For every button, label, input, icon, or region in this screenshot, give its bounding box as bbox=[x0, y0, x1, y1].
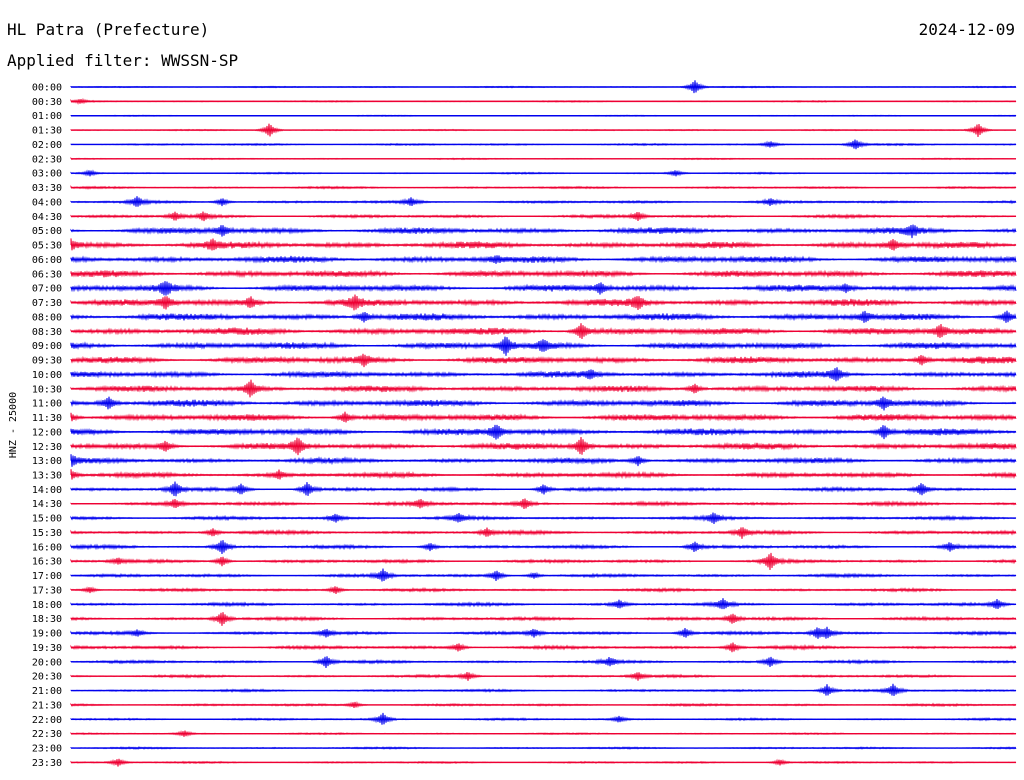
row-time-label: 21:30 bbox=[32, 700, 62, 711]
row-time-label: 22:30 bbox=[32, 729, 62, 740]
row-time-label: 16:30 bbox=[32, 557, 62, 568]
trace-layer bbox=[70, 80, 1017, 767]
row-time-label: 14:00 bbox=[32, 485, 62, 496]
row-time-label: 20:30 bbox=[32, 672, 62, 683]
row-time-label: 19:30 bbox=[32, 643, 62, 654]
filter-label: Applied filter: WWSSN-SP bbox=[7, 51, 239, 70]
row-time-label: 14:30 bbox=[32, 499, 62, 510]
row-time-label: 05:00 bbox=[32, 226, 62, 237]
row-time-label: 06:00 bbox=[32, 255, 62, 266]
row-time-label: 04:30 bbox=[32, 212, 62, 223]
row-time-label: 01:30 bbox=[32, 126, 62, 137]
row-time-label: 16:00 bbox=[32, 542, 62, 553]
row-time-label: 15:00 bbox=[32, 514, 62, 525]
row-time-label: 23:00 bbox=[32, 744, 62, 755]
row-time-label: 23:30 bbox=[32, 758, 62, 769]
row-time-label: 03:00 bbox=[32, 169, 62, 180]
row-time-label: 09:00 bbox=[32, 341, 62, 352]
row-time-label: 08:00 bbox=[32, 312, 62, 323]
row-time-label: 11:30 bbox=[32, 413, 62, 424]
row-time-label: 00:30 bbox=[32, 97, 62, 108]
row-time-label: 18:30 bbox=[32, 614, 62, 625]
row-time-label: 13:00 bbox=[32, 456, 62, 467]
row-time-label: 22:00 bbox=[32, 715, 62, 726]
row-time-label: 13:30 bbox=[32, 470, 62, 481]
row-time-label: 15:30 bbox=[32, 528, 62, 539]
row-time-label: 17:00 bbox=[32, 571, 62, 582]
row-time-label: 12:30 bbox=[32, 442, 62, 453]
date-label: 2024-12-09 bbox=[918, 20, 1015, 39]
row-time-label: 00:00 bbox=[32, 83, 62, 94]
row-time-label: 01:00 bbox=[32, 111, 62, 122]
row-time-label: 06:30 bbox=[32, 269, 62, 280]
row-time-label: 07:00 bbox=[32, 284, 62, 295]
channel-axis-label: HNZ - 25000 bbox=[8, 392, 19, 458]
row-time-label: 10:30 bbox=[32, 384, 62, 395]
row-time-label: 11:00 bbox=[32, 399, 62, 410]
row-time-label: 21:00 bbox=[32, 686, 62, 697]
row-time-label: 12:00 bbox=[32, 427, 62, 438]
row-time-label: 04:00 bbox=[32, 197, 62, 208]
row-time-label: 02:00 bbox=[32, 140, 62, 151]
station-title: HL Patra (Prefecture) bbox=[7, 20, 210, 39]
row-time-label: 17:30 bbox=[32, 585, 62, 596]
row-time-label: 07:30 bbox=[32, 298, 62, 309]
row-time-label: 20:00 bbox=[32, 657, 62, 668]
time-label-layer: 00:00 00:30 01:00 01:30 02:00 02:30 03:00 03:30… bbox=[32, 83, 62, 769]
row-time-label: 05:30 bbox=[32, 241, 62, 252]
row-time-label: 09:30 bbox=[32, 356, 62, 367]
row-time-label: 08:30 bbox=[32, 327, 62, 338]
row-time-label: 02:30 bbox=[32, 154, 62, 165]
row-time-label: 18:00 bbox=[32, 600, 62, 611]
row-time-label: 03:30 bbox=[32, 183, 62, 194]
row-time-label: 19:00 bbox=[32, 629, 62, 640]
row-time-label: 10:00 bbox=[32, 370, 62, 381]
